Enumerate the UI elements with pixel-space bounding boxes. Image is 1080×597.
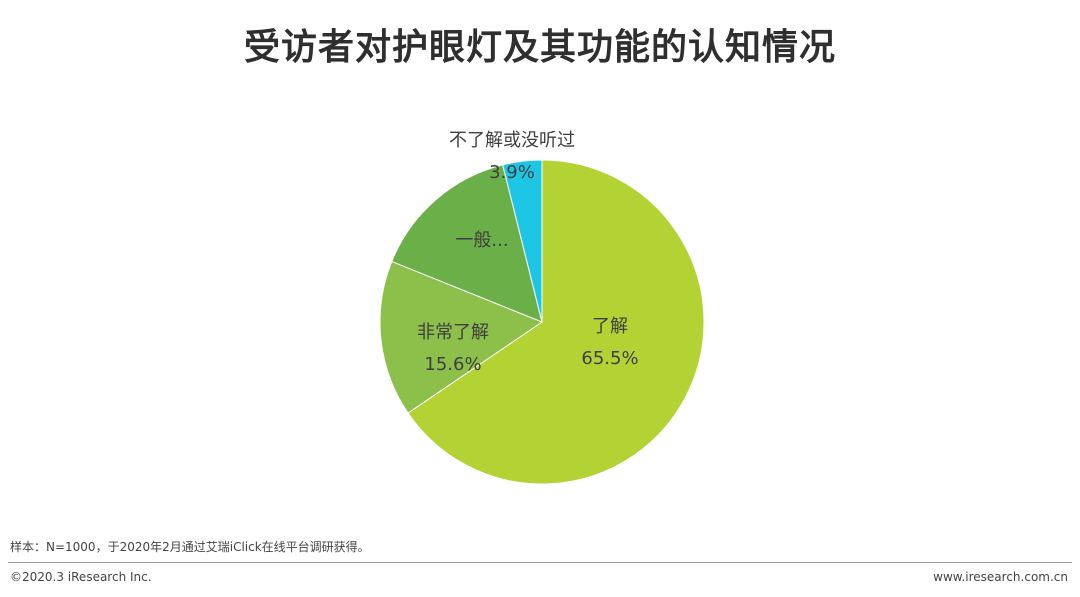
chart-title: 受访者对护眼灯及其功能的认知情况 bbox=[243, 27, 836, 68]
pie-slice-2 bbox=[391, 164, 543, 323]
pie-labels: 了解 65.5% 非常了解 15.6% 一般... 不了解或没听过 3.9% bbox=[417, 130, 639, 375]
pie-slice-0 bbox=[407, 159, 705, 485]
slice-label-understand-value: 65.5% bbox=[581, 348, 638, 369]
footer-divider bbox=[8, 562, 1072, 563]
slice-label-not-understand-value: 3.9% bbox=[489, 162, 535, 183]
slice-label-average: 一般... bbox=[455, 230, 508, 251]
slice-label-very-understand-value: 15.6% bbox=[424, 354, 481, 375]
slice-label-understand: 了解 bbox=[592, 316, 628, 337]
website-link[interactable]: www.iresearch.com.cn bbox=[933, 570, 1068, 584]
pie-slices bbox=[379, 159, 705, 485]
sample-note: 样本：N=1000，于2020年2月通过艾瑞iClick在线平台调研获得。 bbox=[10, 540, 370, 554]
pie-slice-3 bbox=[502, 159, 543, 323]
pie-slice-1 bbox=[379, 260, 544, 414]
slice-label-very-understand: 非常了解 bbox=[417, 322, 489, 343]
copyright-text: ©2020.3 iResearch Inc. bbox=[10, 570, 152, 584]
slice-label-not-understand: 不了解或没听过 bbox=[449, 130, 575, 151]
